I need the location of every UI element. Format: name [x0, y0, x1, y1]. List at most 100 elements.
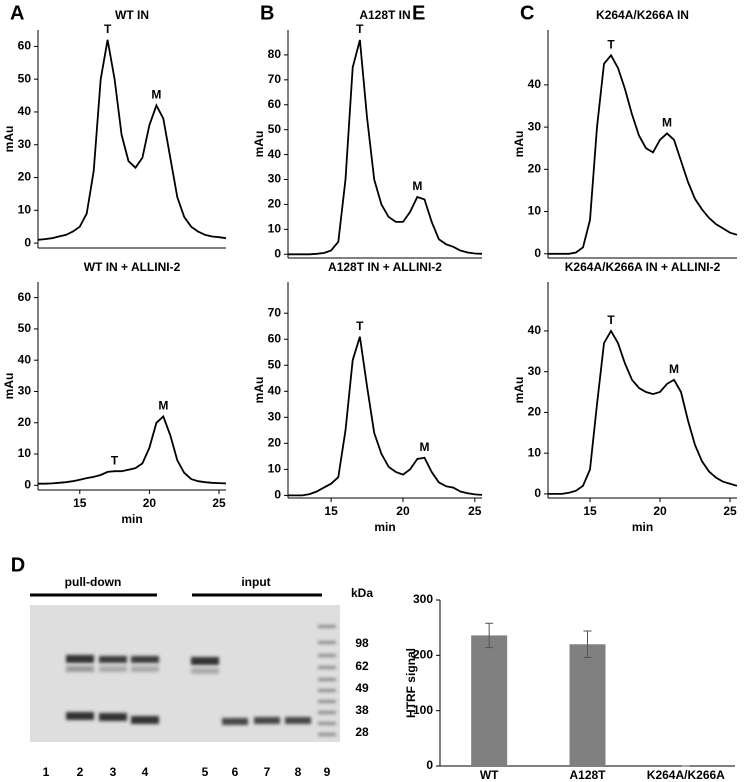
bands [66, 625, 336, 736]
peak-label: M [412, 179, 422, 193]
y-tick-label: 40 [528, 77, 542, 91]
y-tick-label: 10 [528, 204, 542, 218]
y-tick-label: 0 [534, 246, 541, 260]
peak-label: T [111, 453, 119, 467]
marker-label: 49 [355, 681, 369, 695]
y-tick-label: 0 [426, 758, 433, 772]
y-tick-label: 10 [268, 462, 282, 476]
y-tick-label: 100 [413, 703, 433, 717]
y-tick-label: 30 [18, 137, 32, 151]
peak-label: T [356, 22, 364, 36]
lane-label: 3 [110, 765, 117, 779]
y-tick-label: 30 [528, 364, 542, 378]
panel-label: C [520, 2, 534, 24]
y-tick-label: 40 [18, 104, 32, 118]
chart-title: A128T IN [359, 8, 410, 22]
y-tick-label: 80 [268, 47, 282, 61]
x-axis-label: min [632, 520, 653, 534]
chart-title: K264A/K266A IN + ALLINI-2 [565, 260, 721, 274]
lane-label: 9 [324, 765, 331, 779]
error-bar [583, 630, 592, 659]
y-axis-label: mAu [512, 131, 526, 158]
y-axis-label: mAu [2, 373, 16, 400]
marker-label: 62 [355, 659, 369, 673]
x-tick-label: 15 [583, 504, 597, 518]
y-tick-label: 60 [268, 331, 282, 345]
y-tick-label: 10 [18, 202, 32, 216]
lane-label: 2 [77, 765, 84, 779]
lane-label: 7 [264, 765, 271, 779]
line [548, 53, 738, 255]
lane-label: 6 [232, 765, 239, 779]
lane-label: 8 [295, 765, 302, 779]
lane-label: 1 [43, 765, 50, 779]
marker-label: 38 [355, 703, 369, 717]
panel-label: E [412, 2, 425, 24]
y-tick-label: 0 [534, 486, 541, 500]
y-axis-label: mAu [252, 377, 266, 404]
y-tick-label: 40 [528, 323, 542, 337]
x-tick-label: 25 [723, 504, 737, 518]
group-label: input [241, 575, 270, 589]
y-tick-label: 0 [274, 488, 281, 502]
y-tick-label: 10 [268, 222, 282, 236]
peak-label: T [104, 22, 112, 36]
x-tick-label: 25 [468, 504, 482, 518]
x-tick-label: WT [480, 768, 499, 782]
y-tick-label: 50 [18, 71, 32, 85]
y-tick-label: 10 [18, 446, 32, 460]
y-tick-label: 10 [528, 445, 542, 459]
y-tick-label: 20 [18, 415, 32, 429]
y-tick-label: 30 [268, 409, 282, 423]
y-tick-label: 60 [18, 290, 32, 304]
x-tick-label: K264A/K266A [647, 768, 725, 782]
y-axis-label: mAu [512, 377, 526, 404]
line [38, 414, 227, 485]
x-tick-label: 15 [73, 496, 87, 510]
lane-label: 5 [202, 765, 209, 779]
y-axis-label: HTRF signal [404, 648, 418, 718]
chart-title: K264A/K266A IN [596, 8, 689, 22]
y-tick-label: 50 [268, 122, 282, 136]
error-bar [485, 622, 494, 649]
x-axis-label: min [374, 520, 395, 534]
panel-label: D [11, 554, 25, 576]
y-tick-label: 30 [268, 172, 282, 186]
peak-label: T [607, 38, 615, 52]
peak-label: T [356, 319, 364, 333]
y-tick-label: 200 [413, 648, 433, 662]
y-tick-label: 60 [18, 39, 32, 53]
x-tick-label: 25 [212, 496, 226, 510]
chart-title: A128T IN + ALLINI-2 [328, 260, 442, 274]
y-tick-label: 50 [18, 321, 32, 335]
y-tick-label: 20 [268, 197, 282, 211]
y-tick-label: 40 [18, 352, 32, 366]
x-tick-label: 15 [324, 504, 338, 518]
x-axis-label: min [121, 512, 142, 526]
y-tick-label: 70 [268, 305, 282, 319]
line [37, 39, 227, 241]
peak-label: M [151, 88, 161, 102]
y-tick-label: 40 [268, 383, 282, 397]
y-axis-label: mAu [252, 131, 266, 158]
x-tick-label: 20 [143, 496, 157, 510]
panel-label: A [10, 2, 24, 24]
peak-label: M [420, 440, 430, 454]
y-tick-label: 20 [528, 162, 542, 176]
y-tick-label: 30 [528, 119, 542, 133]
y-tick-label: 300 [413, 592, 433, 606]
y-tick-label: 20 [268, 436, 282, 450]
bar [471, 635, 508, 766]
y-tick-label: 70 [268, 72, 282, 86]
y-tick-label: 40 [268, 147, 282, 161]
line [548, 329, 738, 495]
peak-label: M [662, 116, 672, 130]
line [288, 336, 483, 497]
y-tick-label: 0 [24, 477, 31, 491]
panel-label: B [260, 2, 274, 24]
x-tick-label: 20 [653, 504, 667, 518]
gel-panel: D pull-down input kDa 98 62 49 38 28 1 2… [11, 554, 374, 779]
peak-label: T [607, 313, 615, 327]
unit-label: kDa [351, 586, 373, 600]
